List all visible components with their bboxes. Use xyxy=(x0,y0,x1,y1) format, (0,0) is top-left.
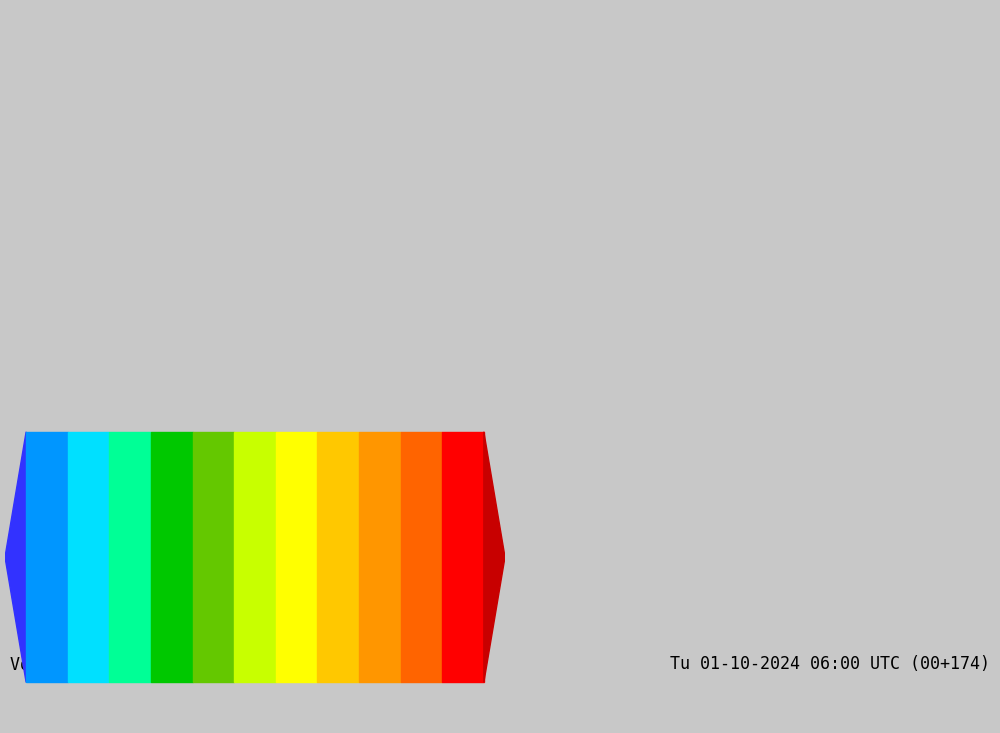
Bar xyxy=(68,432,109,682)
Bar xyxy=(276,432,317,682)
Bar xyxy=(234,432,276,682)
Bar xyxy=(359,432,401,682)
Bar xyxy=(109,432,151,682)
Bar xyxy=(442,432,484,682)
Bar xyxy=(26,432,68,682)
Bar xyxy=(193,432,234,682)
Text: Tu 01-10-2024 06:00 UTC (00+174): Tu 01-10-2024 06:00 UTC (00+174) xyxy=(670,655,990,674)
Polygon shape xyxy=(484,432,505,682)
Text: Volumetric Soil Moisture [hPa] GFS: Volumetric Soil Moisture [hPa] GFS xyxy=(10,655,350,674)
Bar xyxy=(317,432,359,682)
Bar xyxy=(151,432,193,682)
Bar xyxy=(401,432,442,682)
Polygon shape xyxy=(5,432,26,682)
